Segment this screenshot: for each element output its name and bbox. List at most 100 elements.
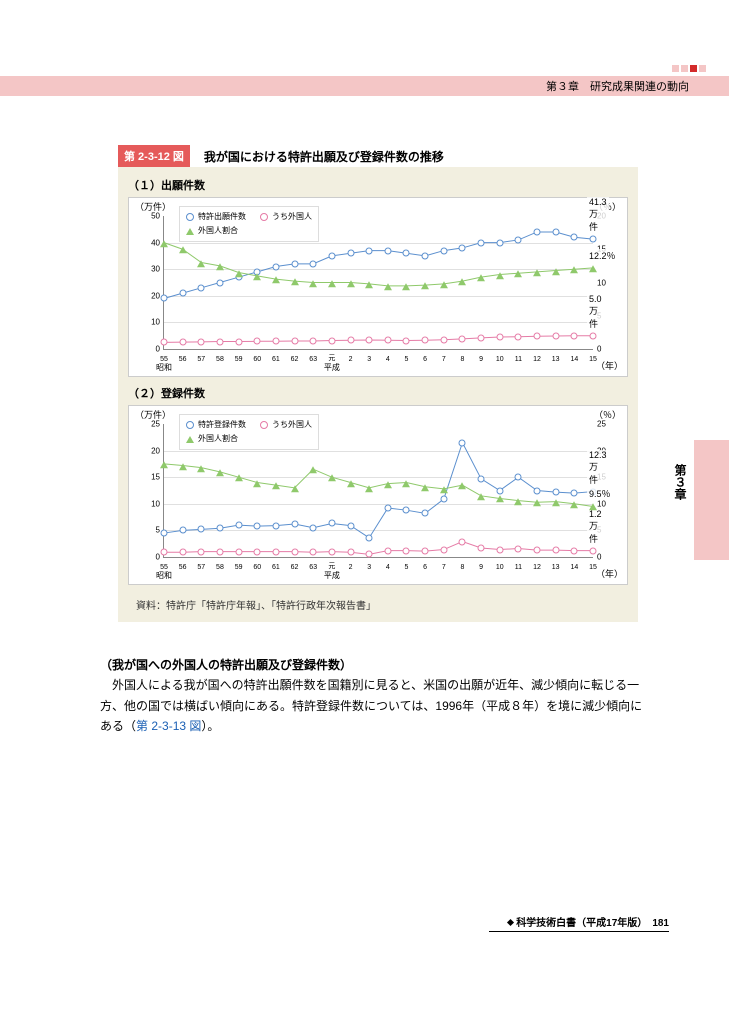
ytick-right: 0 xyxy=(597,553,617,562)
data-point xyxy=(291,548,298,555)
ytick-left: 5 xyxy=(136,526,160,535)
xtick: 60 xyxy=(253,564,261,571)
ytick-left: 30 xyxy=(136,265,160,274)
chart-panel: （１）出願件数（万件）（％）（年）01020304050051015205556… xyxy=(118,167,638,622)
data-point xyxy=(440,281,448,288)
xtick: 62 xyxy=(291,564,299,571)
xtick: 60 xyxy=(253,356,261,363)
data-point xyxy=(328,252,335,259)
data-point xyxy=(272,548,279,555)
xtick: 7 xyxy=(442,356,446,363)
data-point xyxy=(198,548,205,555)
data-point xyxy=(422,337,429,344)
data-point xyxy=(552,499,560,506)
data-point xyxy=(272,276,280,283)
figure-ref-link[interactable]: 第 2-3-13 図 xyxy=(136,719,201,733)
xtick: 9 xyxy=(479,356,483,363)
xtick: 13 xyxy=(552,564,560,571)
xtick: 11 xyxy=(515,356,522,363)
data-point xyxy=(478,334,485,341)
xtick: 8 xyxy=(460,356,464,363)
data-point xyxy=(235,522,242,529)
xtick: 2 xyxy=(349,356,353,363)
data-point xyxy=(365,281,373,288)
data-point xyxy=(422,510,429,517)
data-point xyxy=(291,278,299,285)
data-point xyxy=(440,486,448,493)
data-point xyxy=(571,332,578,339)
xtick: 61 xyxy=(272,356,280,363)
xtick: 10 xyxy=(496,564,504,571)
data-point xyxy=(384,547,391,554)
data-point xyxy=(478,475,485,482)
data-point xyxy=(198,526,205,533)
data-point xyxy=(366,534,373,541)
data-point xyxy=(365,485,373,492)
data-point xyxy=(403,547,410,554)
body-text: （我が国への外国人の特許出願及び登録件数） 外国人による我が国への特許出願件数を… xyxy=(100,655,650,737)
data-point xyxy=(589,265,597,272)
xtick: 9 xyxy=(479,564,483,571)
data-point xyxy=(477,493,485,500)
data-point xyxy=(161,530,168,537)
data-point xyxy=(216,548,223,555)
data-point xyxy=(347,280,355,287)
side-tab-label: 第３章 xyxy=(672,464,689,500)
legend-item: 外国人割合 xyxy=(186,432,312,446)
data-point xyxy=(533,269,541,276)
data-point xyxy=(496,496,504,503)
chart-box: （万件）（％）（年）051015202505101520255556575859… xyxy=(128,405,628,585)
data-point xyxy=(590,236,597,243)
data-point xyxy=(570,266,578,273)
data-point xyxy=(328,548,335,555)
data-point xyxy=(235,474,243,481)
data-point xyxy=(272,263,279,270)
xtick: 63 xyxy=(309,564,317,571)
data-point xyxy=(534,333,541,340)
xtick: 4 xyxy=(386,564,390,571)
data-point xyxy=(402,283,410,290)
data-point xyxy=(272,338,279,345)
body-heading: （我が国への外国人の特許出願及び登録件数） xyxy=(100,655,650,675)
era-label: 昭和 xyxy=(156,362,172,373)
data-point xyxy=(515,236,522,243)
xtick: 15 xyxy=(589,356,597,363)
ytick-left: 0 xyxy=(136,553,160,562)
data-point xyxy=(347,250,354,257)
xtick: 5 xyxy=(405,564,409,571)
xtick: 6 xyxy=(423,356,427,363)
chart-subtitle: （１）出願件数 xyxy=(128,177,628,193)
ytick-left: 0 xyxy=(136,345,160,354)
figure-title: 我が国における特許出願及び登録件数の推移 xyxy=(190,148,638,165)
ytick-left: 50 xyxy=(136,212,160,221)
data-point xyxy=(310,549,317,556)
legend-item: うち外国人 xyxy=(260,418,312,432)
data-point xyxy=(347,337,354,344)
legend-item: 特許登録件数 xyxy=(186,418,246,432)
data-point xyxy=(515,545,522,552)
xtick: 56 xyxy=(179,564,187,571)
data-point xyxy=(421,484,429,491)
data-point xyxy=(515,474,522,481)
data-point xyxy=(328,337,335,344)
xtick: 57 xyxy=(197,356,205,363)
xtick: 2 xyxy=(349,564,353,571)
series-end-label: 5.0万件 xyxy=(587,294,604,330)
xtick: 61 xyxy=(272,564,280,571)
data-point xyxy=(366,551,373,558)
data-point xyxy=(235,548,242,555)
data-point xyxy=(291,485,299,492)
data-point xyxy=(534,228,541,235)
data-point xyxy=(590,332,597,339)
data-point xyxy=(253,273,261,280)
xtick: 12 xyxy=(533,564,541,571)
data-point xyxy=(402,480,410,487)
data-point xyxy=(552,489,559,496)
data-point xyxy=(254,548,261,555)
data-point xyxy=(291,338,298,345)
legend-item: うち外国人 xyxy=(260,210,312,224)
ytick-left: 15 xyxy=(136,473,160,482)
data-point xyxy=(552,228,559,235)
xtick: 6 xyxy=(423,564,427,571)
xtick: 14 xyxy=(570,356,578,363)
